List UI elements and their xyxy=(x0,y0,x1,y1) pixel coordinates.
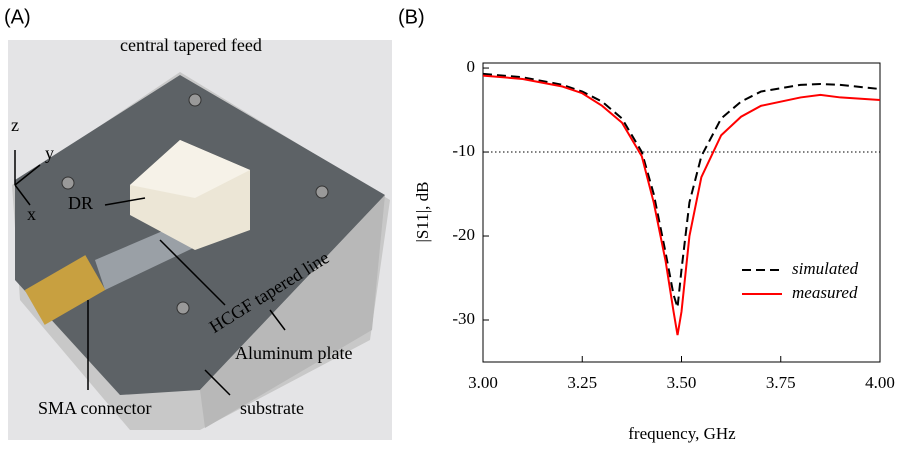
y-axis-label: |S11|, dB xyxy=(413,182,432,243)
axis-z: z xyxy=(11,115,19,135)
series-line xyxy=(482,74,881,336)
x-axis-label: frequency, GHz xyxy=(628,424,736,443)
x-tick-label: 4.00 xyxy=(865,373,895,392)
legend-label: simulated xyxy=(792,259,859,278)
series-line xyxy=(482,72,881,308)
y-tick-label: 0 xyxy=(467,57,476,76)
arrows xyxy=(14,150,286,396)
y-tick-label: -30 xyxy=(452,309,475,328)
x-tick-label: 3.25 xyxy=(567,373,597,392)
photo-label: Aluminum plate xyxy=(235,343,352,363)
photo-label: substrate xyxy=(240,398,304,418)
x-tick-label: 3.75 xyxy=(766,373,796,392)
photo-label: DR xyxy=(68,193,93,213)
axis-x: x xyxy=(27,204,36,224)
sma-connector xyxy=(24,255,106,325)
panel-label: (A) xyxy=(4,6,31,28)
x-tick-label: 3.50 xyxy=(667,373,697,392)
y-tick-label: -10 xyxy=(452,141,475,160)
dr-top xyxy=(130,140,250,198)
y-tick-label: -20 xyxy=(452,225,475,244)
legend-label: measured xyxy=(792,283,858,302)
photo: central tapered feed z y x DR HCGF taper… xyxy=(8,35,392,440)
axis-y: y xyxy=(45,143,54,163)
x-tick-label: 3.00 xyxy=(468,373,498,392)
screws xyxy=(61,93,329,315)
panel-label: (B) xyxy=(398,6,425,28)
photo-label: central tapered feed xyxy=(120,35,262,55)
photo-label: SMA connector xyxy=(38,398,151,418)
plate-edge xyxy=(200,195,385,428)
